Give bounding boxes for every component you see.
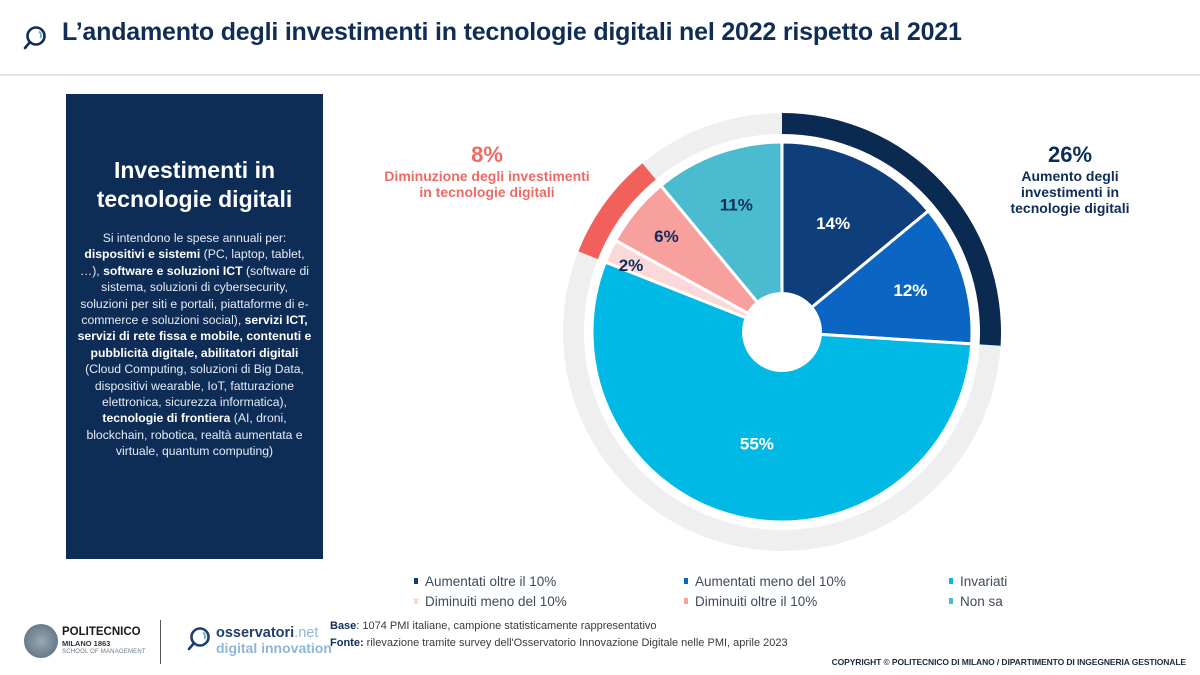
legend-label: Aumentati oltre il 10%	[425, 573, 557, 589]
legend-label: Diminuiti meno del 10%	[425, 593, 567, 609]
slice-label: 11%	[720, 195, 753, 214]
slice-label: 55%	[740, 435, 774, 454]
copyright-notice: COPYRIGHT © POLITECNICO DI MILANO / DIPA…	[831, 657, 1187, 667]
increase-text: Aumento degli investimenti in tecnologie…	[1010, 168, 1130, 216]
page-header: L’andamento degli investimenti in tecnol…	[0, 0, 1200, 76]
polimi-line1: POLITECNICO	[62, 626, 141, 638]
osservatori-wordmark: osservatori.net digital innovation	[216, 625, 332, 656]
slice-label: 12%	[893, 281, 927, 300]
legend-label: Diminuiti oltre il 10%	[695, 593, 818, 609]
increase-pct: 26%	[1047, 142, 1093, 167]
fonte-label: Fonte:	[330, 637, 364, 649]
legend-label: Non sa	[960, 593, 1003, 609]
panel-seg-bold: dispositivi e sistemi	[84, 247, 201, 262]
legend-item: Aumentati meno del 10%	[684, 572, 949, 590]
page-title: L’andamento degli investimenti in tecnol…	[62, 18, 962, 46]
panel-seg: (PC, laptop, tablet, …),	[80, 247, 305, 278]
legend-swatch	[684, 578, 688, 584]
osservatori-tld: .net	[294, 625, 319, 641]
pie-center-hole	[742, 292, 822, 372]
osservatori-name: osservatori	[216, 625, 295, 641]
outer-ring-decrease-arc	[578, 163, 656, 260]
slice-non-sa	[658, 140, 784, 337]
outer-ring-increase-arc	[782, 113, 1001, 346]
legend-label: Aumentati meno del 10%	[695, 573, 846, 589]
polimi-line3: SCHOOL OF MANAGEMENT	[62, 649, 146, 655]
panel-seg-bold: software e soluzioni ICT	[103, 263, 243, 278]
slice-aumentati-oltre-10	[780, 140, 931, 336]
polimi-seal-icon	[24, 624, 58, 658]
slice-invariati	[590, 260, 974, 524]
legend-swatch	[949, 598, 953, 604]
legend-swatch	[414, 578, 418, 584]
legend-swatch	[684, 598, 688, 604]
polimi-wordmark: POLITECNICO MILANO 1863 SCHOOL OF MANAGE…	[62, 626, 146, 656]
legend-label: Invariati	[960, 573, 1008, 589]
panel-seg-bold: tecnologie di frontiera	[102, 411, 231, 426]
osservatori-magnifier-icon	[187, 627, 210, 651]
polimi-line2: MILANO 1863	[62, 639, 111, 648]
legend-item: Non sa	[949, 592, 1059, 610]
panel-seg: (software di sistema, soluzioni di cyber…	[80, 263, 309, 328]
source-note: Base: 1074 PMI italiane, campione statis…	[330, 618, 788, 652]
slice-label: 14%	[816, 214, 850, 233]
legend-swatch	[949, 578, 953, 584]
pie-chart: 14% 12% 55% 2% 6% 11%	[562, 113, 1001, 551]
panel-seg-bold: servizi ICT, servizi di rete fissa e mob…	[77, 313, 312, 360]
slice-label: 2%	[619, 256, 644, 275]
panel-title: Investimenti in tecnologie digitali	[96, 157, 293, 212]
panel-seg: (Cloud Computing, soluzioni di Big Data,…	[85, 362, 304, 410]
legend-item: Diminuiti meno del 10%	[414, 592, 684, 610]
slice-label: 6%	[654, 227, 679, 246]
base-label: Base	[330, 620, 357, 632]
panel-seg: (AI, droni, blockchain, robotica, realtà…	[86, 411, 303, 459]
decrease-callout: 8% Diminuzione degli investimenti in tec…	[378, 142, 596, 200]
logo-divider	[160, 620, 161, 664]
panel-description: Si intendono le spese annuali per: dispo…	[76, 230, 313, 460]
panel-intro: Si intendono le spese annuali per:	[102, 231, 287, 245]
decrease-text: Diminuzione degli investimenti in tecnol…	[384, 168, 590, 200]
legend-item: Diminuiti oltre il 10%	[684, 592, 949, 610]
magnifier-icon	[23, 26, 46, 50]
legend-swatch	[414, 598, 418, 604]
definition-panel: Investimenti in tecnologie digitali Si i…	[66, 94, 323, 559]
decrease-pct: 8%	[471, 142, 503, 167]
base-text: : 1074 PMI italiane, campione statistica…	[356, 620, 657, 632]
chart-legend: Aumentati oltre il 10% Aumentati meno de…	[414, 572, 1054, 610]
osservatori-tagline: digital innovation	[216, 640, 332, 656]
fonte-text: rilevazione tramite survey dell'Osservat…	[363, 637, 788, 649]
legend-item: Invariati	[949, 572, 1059, 590]
increase-callout: 26% Aumento degli investimenti in tecnol…	[990, 142, 1150, 216]
legend-item: Aumentati oltre il 10%	[414, 572, 684, 590]
